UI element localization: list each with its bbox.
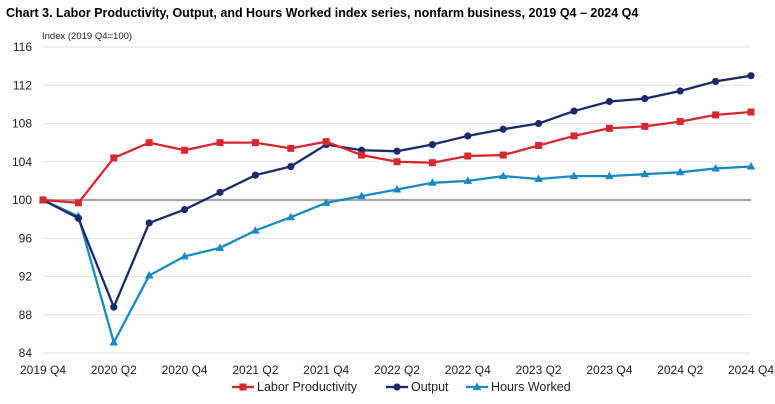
chart-title: Chart 3. Labor Productivity, Output, and…	[6, 6, 639, 20]
data-point-output	[570, 107, 578, 115]
data-point-output	[74, 214, 82, 222]
data-point-labor-productivity	[641, 122, 649, 130]
data-point-labor-productivity	[393, 158, 401, 166]
data-point-labor-productivity	[428, 159, 436, 167]
data-point-labor-productivity	[676, 118, 684, 126]
data-point-output	[641, 95, 649, 103]
data-point-output	[145, 219, 153, 227]
data-point-labor-productivity	[145, 139, 153, 147]
data-point-labor-productivity	[39, 196, 47, 204]
data-point-output	[535, 119, 543, 128]
data-point-output	[251, 171, 259, 179]
x-tick-label: 2021 Q2	[232, 363, 278, 377]
y-tick-label: 116	[13, 40, 32, 54]
x-tick-label: 2024 Q4	[728, 363, 774, 377]
data-point-hours-worked	[321, 198, 331, 206]
data-point-output	[216, 188, 224, 196]
data-point-hours-worked	[498, 171, 508, 180]
data-point-hours-worked	[180, 251, 189, 260]
x-tick-label: 2023 Q2	[516, 363, 562, 377]
data-point-output	[393, 147, 401, 155]
data-point-hours-worked	[144, 271, 154, 279]
legend-label: Labor Productivity	[257, 380, 358, 394]
data-point-labor-productivity	[358, 151, 366, 159]
data-point-hours-worked	[569, 171, 579, 180]
data-point-labor-productivity	[712, 111, 720, 119]
x-tick-label: 2022 Q4	[445, 363, 491, 377]
data-point-hours-worked	[711, 163, 720, 172]
data-point-hours-worked	[357, 191, 366, 200]
data-point-labor-productivity	[747, 108, 755, 116]
data-point-hours-worked	[746, 162, 756, 170]
data-point-labor-productivity	[464, 152, 472, 160]
legend-swatch-marker	[393, 383, 401, 391]
data-point-labor-productivity	[535, 141, 543, 149]
data-point-output	[676, 87, 684, 95]
legend-label: Hours Worked	[491, 380, 571, 394]
y-tick-label: 92	[19, 270, 33, 284]
y-tick-label: 104	[12, 155, 32, 169]
x-tick-label: 2020 Q4	[162, 363, 208, 377]
data-point-labor-productivity	[110, 154, 118, 162]
y-tick-label: 84	[19, 346, 33, 360]
data-point-hours-worked	[640, 169, 650, 178]
data-point-output	[464, 132, 472, 140]
y-tick-label: 112	[13, 78, 32, 92]
data-point-labor-productivity	[74, 199, 82, 207]
data-point-labor-productivity	[499, 151, 507, 159]
data-point-labor-productivity	[605, 124, 613, 132]
y-tick-label: 88	[19, 308, 33, 322]
data-point-hours-worked	[463, 176, 473, 184]
data-point-hours-worked	[605, 171, 614, 180]
y-tick-label: 108	[12, 117, 32, 131]
data-point-output	[499, 125, 507, 133]
data-point-hours-worked	[534, 174, 543, 182]
data-point-labor-productivity	[251, 139, 259, 147]
series-line-hours-worked	[42, 165, 752, 344]
data-point-hours-worked	[675, 167, 685, 176]
data-point-hours-worked	[109, 337, 119, 346]
legend-swatch-marker	[472, 382, 482, 390]
data-point-hours-worked	[428, 178, 437, 186]
data-point-output	[747, 72, 755, 80]
data-point-output	[428, 140, 436, 149]
data-point-output	[605, 97, 614, 106]
x-tick-label: 2021 Q4	[303, 363, 349, 377]
data-point-hours-worked	[392, 184, 402, 193]
data-point-hours-worked	[215, 243, 225, 251]
y-axis-unit-label: Index (2019 Q4=100)	[42, 31, 133, 42]
x-tick-label: 2023 Q4	[586, 363, 632, 377]
data-point-output	[712, 77, 720, 86]
data-point-labor-productivity	[216, 139, 224, 147]
data-point-hours-worked	[251, 226, 260, 234]
data-point-labor-productivity	[570, 132, 578, 140]
data-point-labor-productivity	[287, 144, 295, 152]
y-tick-label: 100	[12, 193, 32, 207]
data-point-output	[287, 162, 295, 171]
x-tick-label: 2020 Q2	[91, 363, 137, 377]
data-point-output	[110, 303, 118, 311]
data-point-hours-worked	[286, 212, 296, 221]
data-point-labor-productivity	[322, 138, 330, 146]
y-tick-label: 96	[19, 231, 33, 245]
data-point-labor-productivity	[181, 146, 189, 154]
x-tick-label: 2022 Q2	[374, 363, 420, 377]
data-point-output	[181, 205, 189, 214]
x-tick-label: 2019 Q4	[20, 363, 66, 377]
x-tick-label: 2024 Q2	[657, 363, 703, 377]
legend-label: Output	[411, 380, 449, 394]
legend-swatch-marker	[239, 383, 247, 391]
